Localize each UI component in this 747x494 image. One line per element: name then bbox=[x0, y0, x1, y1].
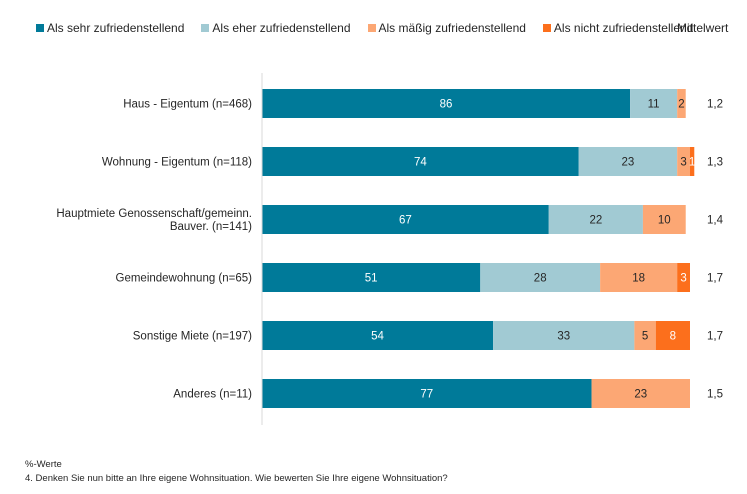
bar-segment bbox=[655, 321, 690, 350]
legend-swatch-eher bbox=[201, 24, 210, 32]
data-label: 10 bbox=[658, 215, 671, 227]
mean-column-header: Mittelwert bbox=[677, 21, 729, 35]
mean-value: 1,7 bbox=[707, 331, 723, 343]
data-label: 77 bbox=[420, 389, 433, 401]
category-label: Hauptmiete Genossenschaft/gemeinn. bbox=[56, 208, 252, 220]
bar-segment bbox=[262, 321, 494, 350]
mean-value: 1,2 bbox=[707, 99, 723, 111]
legend-label-sehr: Als sehr zufriedenstellend bbox=[47, 21, 185, 35]
data-label: 8 bbox=[670, 331, 676, 343]
data-label: 23 bbox=[634, 389, 647, 401]
bar-segment bbox=[578, 147, 678, 176]
bar-segment bbox=[690, 147, 695, 176]
bar-segment bbox=[642, 205, 686, 234]
bar-segment bbox=[630, 89, 678, 118]
data-label: 67 bbox=[399, 215, 412, 227]
category-label: Bauver. (n=141) bbox=[170, 221, 252, 233]
data-label: 18 bbox=[632, 273, 645, 285]
bar-segment bbox=[677, 263, 690, 292]
data-label: 3 bbox=[680, 157, 686, 169]
data-label: 5 bbox=[642, 331, 648, 343]
chart-legend: Als sehr zufriedenstellend Als eher zufr… bbox=[36, 21, 710, 35]
category-label: Sonstige Miete (n=197) bbox=[133, 331, 252, 343]
data-label: 1 bbox=[689, 157, 695, 169]
legend-item-nicht: Als nicht zufriedenstellend bbox=[542, 21, 694, 35]
data-label: 28 bbox=[534, 273, 547, 285]
bar-segment bbox=[262, 205, 549, 234]
legend-swatch-nicht bbox=[542, 24, 551, 32]
bar-segment bbox=[262, 263, 481, 292]
data-label: 33 bbox=[557, 331, 570, 343]
mean-value: 1,4 bbox=[707, 215, 724, 227]
data-label: 3 bbox=[680, 273, 686, 285]
bar-segment bbox=[677, 147, 690, 176]
legend-swatch-sehr bbox=[36, 24, 44, 32]
bar-segment bbox=[600, 263, 678, 292]
data-label: 2 bbox=[678, 99, 684, 111]
data-label: 74 bbox=[414, 157, 427, 169]
legend-label-maessig: Als mäßig zufriedenstellend bbox=[378, 21, 526, 35]
data-label: 51 bbox=[365, 273, 378, 285]
bar-segment bbox=[480, 263, 601, 292]
footer-question: 4. Denken Sie nun bitte an Ihre eigene W… bbox=[25, 473, 448, 484]
data-label: 11 bbox=[648, 99, 660, 111]
data-label: 86 bbox=[440, 99, 453, 111]
footer-unit-note: %-Werte bbox=[25, 459, 62, 470]
legend-label-nicht: Als nicht zufriedenstellend bbox=[553, 21, 694, 35]
bars-layer: Haus - Eigentum (n=468) 86 11 2 1,2 Wohnung -… bbox=[56, 89, 724, 408]
category-label: Gemeindewohnung (n=65) bbox=[116, 273, 253, 285]
category-label: Haus - Eigentum (n=468) bbox=[123, 99, 252, 111]
bar-segment bbox=[591, 379, 690, 408]
bar-segment bbox=[262, 379, 592, 408]
data-label: 54 bbox=[371, 331, 384, 343]
category-label: Anderes (n=11) bbox=[173, 389, 252, 401]
legend-item-eher: Als eher zufriedenstellend bbox=[201, 21, 351, 35]
legend-swatch-maessig bbox=[367, 24, 376, 32]
legend-item-sehr: Als sehr zufriedenstellend bbox=[36, 21, 184, 35]
bar-segment bbox=[634, 321, 656, 350]
mean-value: 1,3 bbox=[707, 157, 723, 169]
bar-segment bbox=[262, 147, 579, 176]
bar-segment bbox=[262, 89, 631, 118]
bar-segment bbox=[548, 205, 643, 234]
category-label: Wohnung - Eigentum (n=118) bbox=[102, 157, 252, 169]
legend-label-eher: Als eher zufriedenstellend bbox=[212, 21, 351, 35]
data-label: 22 bbox=[589, 215, 602, 227]
data-label: 23 bbox=[622, 157, 635, 169]
mean-value: 1,7 bbox=[707, 273, 723, 285]
bar-segment bbox=[493, 321, 635, 350]
bar-segment bbox=[677, 89, 686, 118]
mean-value: 1,5 bbox=[707, 389, 723, 401]
legend-item-maessig: Als mäßig zufriedenstellend bbox=[367, 21, 526, 35]
